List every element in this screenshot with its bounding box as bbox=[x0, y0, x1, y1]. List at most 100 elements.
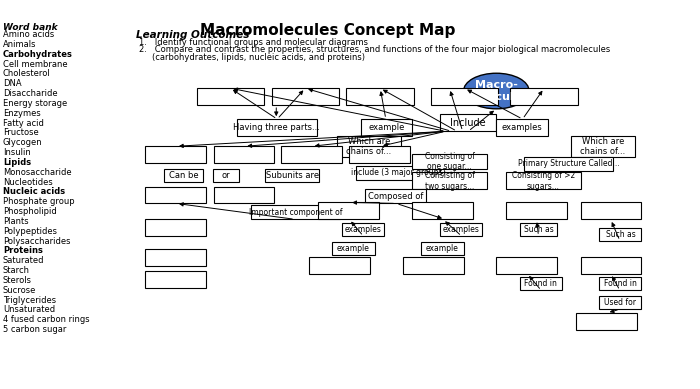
FancyBboxPatch shape bbox=[237, 119, 316, 136]
FancyBboxPatch shape bbox=[342, 223, 384, 236]
FancyBboxPatch shape bbox=[505, 172, 580, 189]
Text: Macro-
molecules: Macro- molecules bbox=[465, 80, 528, 102]
Text: examples: examples bbox=[502, 123, 542, 132]
Text: Phosphate group: Phosphate group bbox=[3, 197, 74, 206]
Text: Used for: Used for bbox=[604, 298, 636, 307]
Text: Polypeptides: Polypeptides bbox=[3, 227, 57, 236]
FancyBboxPatch shape bbox=[346, 88, 414, 105]
FancyBboxPatch shape bbox=[430, 88, 498, 105]
FancyBboxPatch shape bbox=[580, 257, 641, 273]
Text: Phospholipid: Phospholipid bbox=[3, 207, 57, 216]
Text: Disaccharide: Disaccharide bbox=[3, 89, 57, 98]
Text: Animals: Animals bbox=[3, 40, 36, 49]
Text: Consisting of
two sugars...: Consisting of two sugars... bbox=[425, 171, 475, 191]
Text: Which are
chains of...: Which are chains of... bbox=[580, 137, 626, 156]
Text: Energy storage: Energy storage bbox=[3, 99, 67, 108]
FancyBboxPatch shape bbox=[145, 219, 206, 236]
FancyBboxPatch shape bbox=[505, 202, 566, 219]
Text: example: example bbox=[368, 123, 405, 132]
Text: Include: Include bbox=[450, 118, 486, 128]
Text: Fructose: Fructose bbox=[3, 128, 38, 137]
Text: examples: examples bbox=[344, 225, 382, 234]
FancyBboxPatch shape bbox=[412, 172, 487, 189]
FancyBboxPatch shape bbox=[332, 242, 375, 255]
FancyBboxPatch shape bbox=[318, 202, 379, 219]
Text: Amino acids: Amino acids bbox=[3, 30, 54, 39]
Text: Polysaccharides: Polysaccharides bbox=[3, 237, 70, 245]
Text: (carbohydrates, lipids, nucleic acids, and proteins): (carbohydrates, lipids, nucleic acids, a… bbox=[152, 53, 365, 61]
Text: Carbohydrates: Carbohydrates bbox=[3, 50, 73, 59]
Text: Word bank: Word bank bbox=[3, 23, 57, 32]
Text: Sterols: Sterols bbox=[3, 276, 31, 285]
FancyBboxPatch shape bbox=[599, 296, 641, 309]
FancyBboxPatch shape bbox=[251, 205, 340, 219]
Text: Such as: Such as bbox=[524, 225, 554, 234]
Text: Saturated: Saturated bbox=[3, 256, 44, 265]
FancyBboxPatch shape bbox=[412, 202, 473, 219]
FancyBboxPatch shape bbox=[214, 146, 274, 163]
Text: Important component of: Important component of bbox=[248, 208, 342, 217]
Text: Which are
chains of...: Which are chains of... bbox=[346, 137, 391, 156]
FancyBboxPatch shape bbox=[145, 249, 206, 266]
Text: example: example bbox=[426, 244, 459, 253]
Text: DNA: DNA bbox=[3, 79, 22, 88]
FancyBboxPatch shape bbox=[281, 146, 342, 163]
FancyBboxPatch shape bbox=[272, 88, 339, 105]
FancyBboxPatch shape bbox=[599, 277, 641, 291]
FancyBboxPatch shape bbox=[337, 136, 401, 156]
FancyBboxPatch shape bbox=[519, 277, 562, 291]
Text: 5 carbon sugar: 5 carbon sugar bbox=[3, 325, 66, 334]
FancyBboxPatch shape bbox=[440, 223, 482, 236]
Text: Such as: Such as bbox=[606, 230, 636, 239]
Text: Can be: Can be bbox=[169, 171, 198, 180]
FancyBboxPatch shape bbox=[145, 146, 206, 163]
Text: Having three parts...: Having three parts... bbox=[233, 123, 320, 132]
Text: Monosaccharide: Monosaccharide bbox=[3, 168, 71, 177]
Ellipse shape bbox=[463, 73, 529, 109]
FancyBboxPatch shape bbox=[214, 187, 274, 203]
Text: Cell membrane: Cell membrane bbox=[3, 60, 67, 68]
Text: 2.   Compare and contrast the properties, structures, and functions of the four : 2. Compare and contrast the properties, … bbox=[139, 45, 610, 54]
Text: or: or bbox=[221, 171, 230, 180]
Text: Consisting of >2
sugars...: Consisting of >2 sugars... bbox=[512, 171, 575, 191]
FancyBboxPatch shape bbox=[576, 313, 637, 330]
Text: Triglycerides: Triglycerides bbox=[3, 296, 56, 305]
Text: Proteins: Proteins bbox=[3, 247, 43, 256]
FancyBboxPatch shape bbox=[356, 166, 440, 180]
FancyBboxPatch shape bbox=[145, 271, 206, 288]
Text: Learning Outcomes: Learning Outcomes bbox=[136, 30, 249, 40]
Text: Found in: Found in bbox=[524, 279, 557, 288]
FancyBboxPatch shape bbox=[309, 257, 370, 273]
Text: Unsaturated: Unsaturated bbox=[3, 305, 55, 314]
Text: Fatty acid: Fatty acid bbox=[3, 119, 43, 128]
FancyBboxPatch shape bbox=[164, 169, 203, 182]
FancyBboxPatch shape bbox=[349, 146, 410, 163]
Text: Primary Structure Called...: Primary Structure Called... bbox=[518, 159, 620, 168]
FancyBboxPatch shape bbox=[571, 136, 635, 156]
Text: Found in: Found in bbox=[604, 279, 637, 288]
FancyBboxPatch shape bbox=[197, 88, 264, 105]
FancyBboxPatch shape bbox=[365, 189, 426, 203]
FancyBboxPatch shape bbox=[213, 169, 239, 182]
FancyBboxPatch shape bbox=[496, 119, 548, 136]
Text: 4 fused carbon rings: 4 fused carbon rings bbox=[3, 315, 90, 324]
FancyBboxPatch shape bbox=[510, 88, 578, 105]
Text: Plants: Plants bbox=[3, 217, 29, 226]
Text: Glycogen: Glycogen bbox=[3, 138, 43, 147]
Text: Subunits are: Subunits are bbox=[265, 171, 318, 180]
Text: Consisting of
one sugar...: Consisting of one sugar... bbox=[425, 152, 475, 171]
Text: Sucrose: Sucrose bbox=[3, 286, 36, 295]
Text: include (3 major groups): include (3 major groups) bbox=[351, 168, 445, 177]
Text: Composed of: Composed of bbox=[368, 192, 423, 201]
Text: Enzymes: Enzymes bbox=[3, 109, 41, 118]
Text: 1.   Identify functional groups and molecular diagrams: 1. Identify functional groups and molecu… bbox=[139, 38, 368, 47]
Text: Macromolecules Concept Map: Macromolecules Concept Map bbox=[200, 23, 456, 38]
FancyBboxPatch shape bbox=[599, 228, 641, 241]
Text: Nucleic acids: Nucleic acids bbox=[3, 187, 65, 196]
FancyBboxPatch shape bbox=[402, 257, 463, 273]
FancyBboxPatch shape bbox=[440, 114, 496, 131]
FancyBboxPatch shape bbox=[265, 169, 319, 182]
FancyBboxPatch shape bbox=[421, 242, 463, 255]
Text: Insulin: Insulin bbox=[3, 148, 31, 157]
FancyBboxPatch shape bbox=[519, 223, 557, 236]
